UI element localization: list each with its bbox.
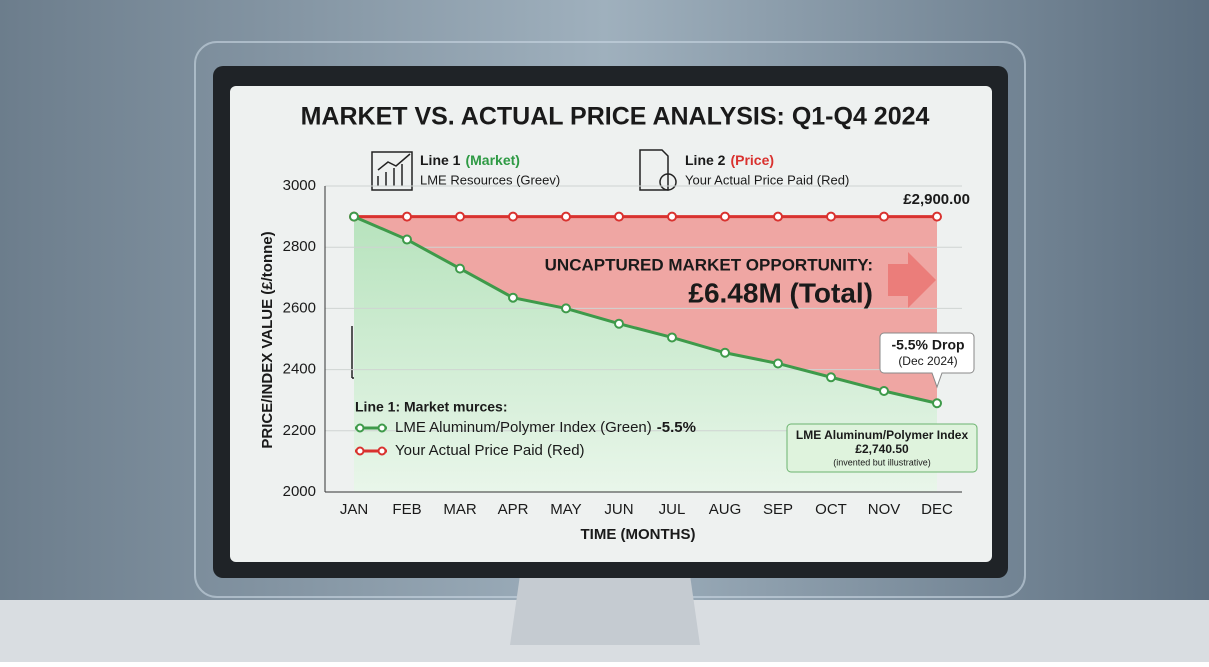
x-tick-label: OCT [815, 501, 847, 518]
legend-desc: LME Resources (Greev) [420, 172, 560, 187]
point [774, 213, 782, 221]
legend-marker [379, 425, 386, 432]
legend-tag: (Market) [465, 152, 519, 168]
point [403, 236, 411, 244]
x-tick-label: JUL [659, 501, 686, 518]
legend-tag: (Price) [730, 152, 774, 168]
x-tick-label: JAN [340, 501, 368, 518]
legend-note: -5.5% [657, 419, 696, 436]
y-tick-label: 3000 [283, 177, 316, 194]
opportunity-label: UNCAPTURED MARKET OPPORTUNITY: [545, 255, 873, 274]
point [880, 213, 888, 221]
legend-desc: Your Actual Price Paid (Red) [685, 172, 849, 187]
point [456, 213, 464, 221]
point [827, 373, 835, 381]
y-tick-label: 2000 [283, 483, 316, 500]
monitor-stand [510, 575, 700, 645]
y-tick-label: 2400 [283, 361, 316, 378]
point [615, 320, 623, 328]
legend-entry: Your Actual Price Paid (Red) [395, 442, 585, 459]
x-tick-label: SEP [763, 501, 793, 518]
point [456, 265, 464, 273]
point [668, 333, 676, 341]
y-axis-title: PRICE/INDEX VALUE (£/tonne) [259, 231, 276, 448]
opportunity-total: £6.48M (Total) [688, 277, 873, 308]
point [721, 213, 729, 221]
y-tick-label: 2800 [283, 238, 316, 255]
legend-marker [357, 425, 364, 432]
legend-label: Line 2(Price) [685, 152, 774, 168]
point [350, 213, 358, 221]
point [880, 387, 888, 395]
legend-label-text: Line 2 [685, 152, 726, 168]
point [721, 349, 729, 357]
y-tick-label: 2200 [283, 422, 316, 439]
point [403, 213, 411, 221]
box-note: (invented but illustrative) [833, 457, 931, 467]
chart-title: MARKET VS. ACTUAL PRICE ANALYSIS: Q1-Q4 … [301, 103, 930, 131]
x-tick-label: JUN [604, 501, 633, 518]
scene: MARKET VS. ACTUAL PRICE ANALYSIS: Q1-Q4 … [0, 0, 1209, 662]
x-tick-label: FEB [392, 501, 421, 518]
legend-entry: LME Aluminum/Polymer Index (Green) -5.5% [395, 419, 696, 436]
x-tick-label: MAY [550, 501, 581, 518]
x-tick-label: APR [498, 501, 529, 518]
point [827, 213, 835, 221]
point [562, 304, 570, 312]
x-tick-label: MAR [443, 501, 477, 518]
legend-label: Line 1(Market) [420, 152, 520, 168]
legend-title: Line 1: Market murces: [355, 399, 508, 415]
drop-label: -5.5% Drop [891, 337, 964, 353]
end-value: £2,900.00 [903, 191, 970, 208]
point [933, 213, 941, 221]
box-value: £2,740.50 [855, 442, 909, 456]
x-tick-label: DEC [921, 501, 953, 518]
point [774, 359, 782, 367]
legend-marker [379, 448, 386, 455]
box-title: LME Aluminum/Polymer Index [796, 428, 969, 442]
y-tick-label: 2600 [283, 299, 316, 316]
legend-name: LME Aluminum/Polymer Index (Green) [395, 419, 652, 436]
point [933, 399, 941, 407]
legend-name: Your Actual Price Paid (Red) [395, 442, 585, 459]
x-tick-label: AUG [709, 501, 742, 518]
point [668, 213, 676, 221]
x-tick-label: NOV [868, 501, 901, 518]
legend-marker [357, 448, 364, 455]
point [509, 294, 517, 302]
point [615, 213, 623, 221]
point [509, 213, 517, 221]
point [562, 213, 570, 221]
x-axis-title: TIME (MONTHS) [581, 526, 696, 543]
legend-label-text: Line 1 [420, 152, 461, 168]
drop-date: (Dec 2024) [898, 354, 957, 368]
